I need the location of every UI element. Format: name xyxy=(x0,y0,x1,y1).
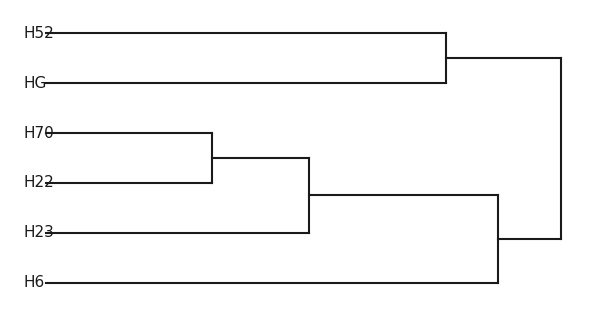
Text: H6: H6 xyxy=(23,275,44,290)
Text: H70: H70 xyxy=(23,125,54,141)
Text: H52: H52 xyxy=(23,26,54,41)
Text: H23: H23 xyxy=(23,225,54,240)
Text: HG: HG xyxy=(23,76,46,91)
Text: H22: H22 xyxy=(23,175,54,191)
